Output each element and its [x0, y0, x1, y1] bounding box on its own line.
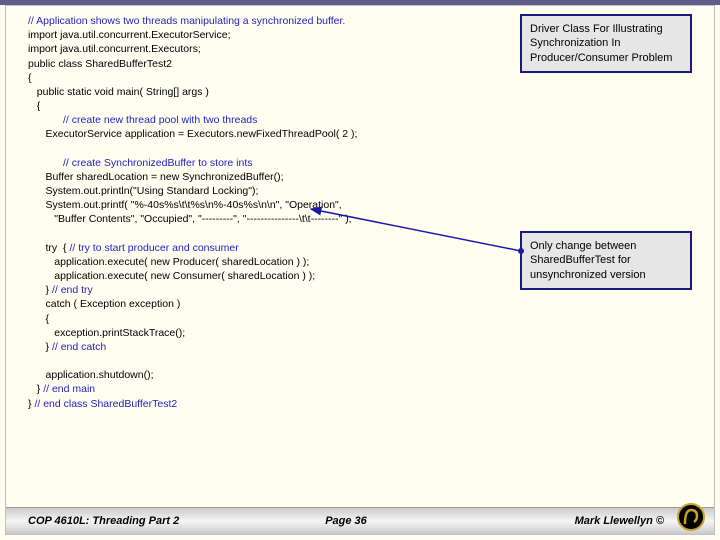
code-line: System.out.println("Using Standard Locki…: [28, 185, 258, 197]
code-line: catch ( Exception exception ): [28, 298, 180, 310]
comment-line: // create SynchronizedBuffer to store in…: [46, 157, 253, 169]
comment-inline: // end try: [52, 284, 93, 296]
code-line: public class SharedBufferTest2: [28, 58, 172, 70]
code-line: {: [28, 72, 32, 84]
callout-driver-class: Driver Class For Illustrating Synchroniz…: [520, 14, 692, 73]
callout-only-change: Only change between SharedBufferTest for…: [520, 231, 692, 290]
comment-inline: // end main: [43, 383, 95, 395]
code-block: // Application shows two threads manipul…: [28, 14, 692, 411]
logo-icon: [676, 502, 706, 532]
footer-author: Mark Llewellyn ©: [367, 515, 714, 527]
callout-text: Driver Class For Illustrating Synchroniz…: [530, 23, 672, 64]
comment-inline: // end catch: [52, 341, 106, 353]
footer-page: Page 36: [325, 515, 367, 527]
code-line: {: [28, 313, 49, 325]
footer-bar: COP 4610L: Threading Part 2 Page 36 Mark…: [6, 507, 714, 534]
footer-course: COP 4610L: Threading Part 2: [6, 515, 325, 527]
code-line: exception.printStackTrace();: [28, 327, 185, 339]
code-line: application.shutdown();: [28, 369, 154, 381]
comment-line: // create new thread pool with two threa…: [46, 114, 258, 126]
code-line: ExecutorService application = Executors.…: [28, 128, 357, 140]
comment-line: // Application shows two threads manipul…: [28, 15, 345, 27]
code-line: "Buffer Contents", "Occupied", "--------…: [28, 213, 352, 225]
callout-text: Only change between SharedBufferTest for…: [530, 240, 646, 281]
code-line: import java.util.concurrent.Executors;: [28, 43, 201, 55]
code-line: System.out.printf( "%-40s%s\t\t%s\n%-40s…: [28, 199, 342, 211]
slide-container: // Application shows two threads manipul…: [5, 5, 715, 535]
code-line: {: [28, 100, 40, 112]
code-line: public static void main( String[] args ): [28, 86, 209, 98]
code-text: // Application shows two threads manipul…: [28, 14, 692, 411]
comment-inline: // try to start producer and consumer: [69, 242, 238, 254]
code-line: import java.util.concurrent.ExecutorServ…: [28, 29, 231, 41]
comment-inline: // end class SharedBufferTest2: [34, 398, 177, 410]
code-line: Buffer sharedLocation = new Synchronized…: [28, 171, 284, 183]
